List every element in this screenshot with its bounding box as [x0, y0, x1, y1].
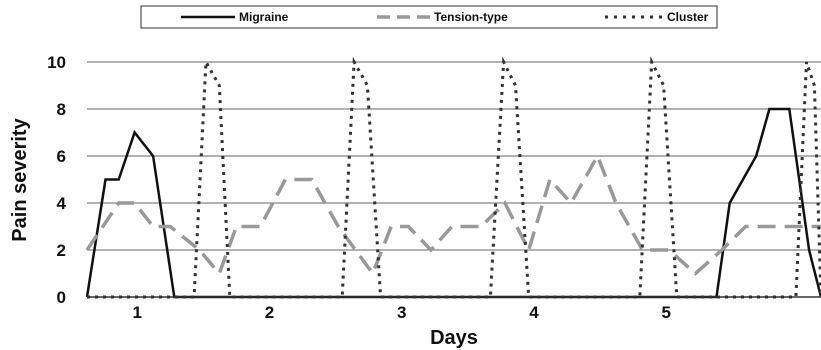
- legend-item-migraine: Migraine: [181, 10, 289, 24]
- y-tick-labels: 0 2 4 6 8 10: [47, 53, 66, 307]
- series-lines: [85, 56, 821, 299]
- y-tick-label: 6: [57, 147, 66, 166]
- x-tick-label: 1: [133, 303, 142, 322]
- series-line-tension-type: [85, 151, 821, 278]
- legend-item-tension-type: Tension-type: [377, 10, 508, 24]
- legend: Migraine Tension-type Cluster: [140, 5, 718, 29]
- y-tick-label: 2: [57, 241, 66, 260]
- y-tick-label: 8: [57, 100, 66, 119]
- gridlines: [87, 61, 821, 251]
- x-axis-title: Days: [430, 327, 478, 349]
- x-tick-label: 5: [662, 303, 671, 322]
- y-tick-label: 0: [57, 288, 66, 307]
- x-tick-label: 2: [265, 303, 274, 322]
- series-line-cluster: [87, 56, 821, 299]
- y-tick-label: 10: [47, 53, 66, 72]
- legend-label: Migraine: [239, 10, 289, 24]
- legend-label: Cluster: [667, 10, 709, 24]
- x-tick-labels: 1 2 3 4 5: [133, 303, 671, 322]
- y-axis-title: Pain severity: [9, 117, 31, 241]
- legend-label: Tension-type: [434, 10, 508, 24]
- legend-item-cluster: Cluster: [605, 10, 709, 24]
- x-tick-label: 3: [397, 303, 406, 322]
- y-tick-label: 4: [57, 194, 67, 213]
- x-tick-label: 4: [529, 303, 539, 322]
